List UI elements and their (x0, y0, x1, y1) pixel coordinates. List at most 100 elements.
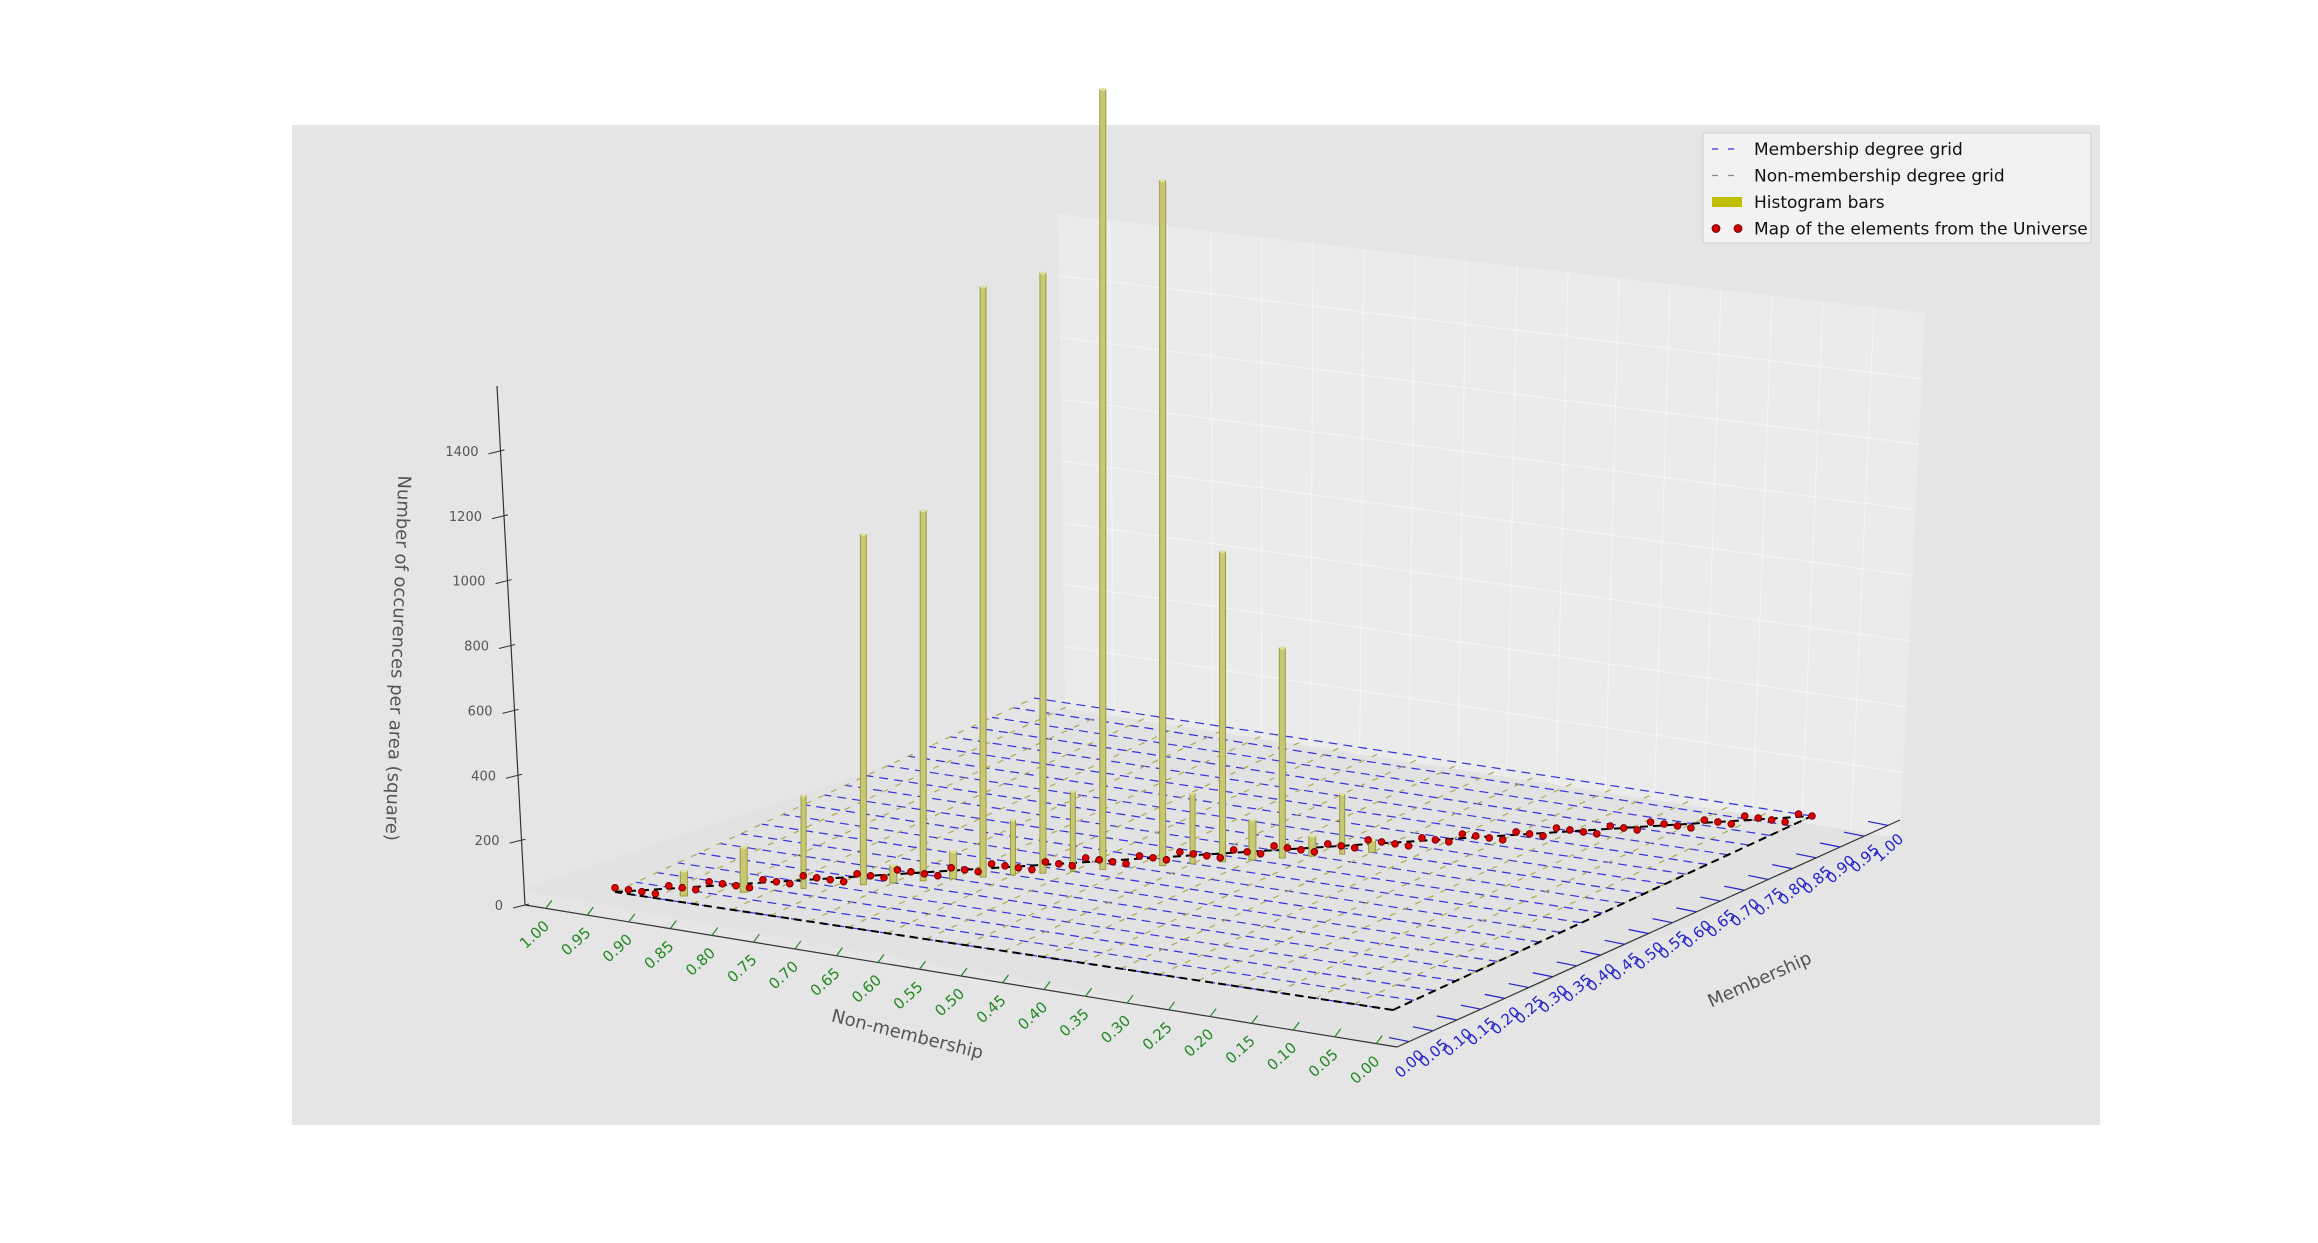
z-tick-mark (505, 773, 523, 779)
histogram-bar (1159, 179, 1167, 867)
universe-point (1808, 812, 1816, 820)
universe-point (1256, 850, 1265, 858)
universe-point (1001, 862, 1009, 870)
back-grid-line (1062, 522, 1910, 642)
z-tick-mark (488, 449, 505, 455)
z-tick-label: 200 (475, 834, 500, 849)
universe-point (1014, 863, 1023, 872)
z-tick-mark (509, 838, 526, 844)
universe-point (1337, 842, 1346, 850)
universe-point (1108, 858, 1117, 866)
universe-point (1566, 826, 1574, 834)
universe-point (624, 885, 633, 894)
legend-entry: Histogram bars (1712, 193, 1885, 213)
non-membership-tick-mark (752, 933, 760, 943)
legend: Membership degree grid Non-membership deg… (1702, 132, 2092, 244)
membership-grid-line (635, 881, 1415, 1001)
z-tick-label: 1400 (445, 445, 478, 460)
legend-swatch (1733, 224, 1743, 233)
histogram-bar (1189, 792, 1196, 865)
histogram-bar-top (860, 533, 867, 537)
universe-point (1243, 848, 1251, 856)
histogram-bar-top (889, 863, 897, 867)
histogram-bar-top (1219, 550, 1226, 554)
membership-grid-line (992, 716, 1771, 836)
histogram-bar-top (1339, 792, 1345, 796)
histogram-bar-body (739, 846, 748, 893)
universe-point (799, 872, 808, 880)
non-membership-tick-mark (1292, 1021, 1300, 1031)
histogram-bars (679, 87, 1377, 897)
universe-point (1593, 830, 1601, 838)
membership-tick-mark (1532, 972, 1553, 978)
membership-tick-mark (1484, 993, 1505, 999)
universe-point (772, 877, 781, 886)
non-membership-tick-mark (1126, 994, 1134, 1004)
universe-point (839, 877, 848, 886)
membership-grid-line (887, 765, 1666, 885)
universe-point (1176, 848, 1184, 856)
non-membership-tick-mark (1043, 981, 1051, 990)
universe-point (1458, 830, 1467, 838)
universe-points (611, 810, 1816, 898)
membership-tick-mark (1580, 950, 1601, 956)
universe-point (705, 878, 713, 886)
non-membership-tick-mark (835, 947, 843, 957)
non-membership-tick-mark (960, 967, 968, 977)
floor-triangle-edge (1392, 815, 1813, 1011)
universe-point (1324, 840, 1332, 848)
histogram-bar (919, 509, 927, 882)
universe-point (1270, 842, 1278, 850)
z-tick-label: 800 (464, 640, 489, 655)
universe-point (1498, 836, 1507, 844)
membership-tick-mark (1700, 896, 1721, 902)
universe-point (1781, 818, 1789, 826)
back-grid-line (1060, 398, 1916, 511)
legend-swatch (1712, 197, 1742, 207)
universe-point (1794, 810, 1803, 818)
histogram-bar-body (1218, 551, 1226, 863)
z-tick-mark (495, 579, 512, 585)
histogram-bar-body (859, 534, 867, 886)
universe-point (732, 881, 740, 890)
histogram-bar-top (920, 509, 927, 513)
universe-point (1068, 861, 1077, 870)
z-tick-mark (498, 644, 516, 649)
membership-tick-mark (1676, 907, 1697, 913)
histogram-bar (979, 285, 987, 878)
legend-box (1702, 132, 2092, 244)
universe-point (853, 870, 861, 878)
universe-point (1095, 856, 1103, 864)
universe-point (611, 883, 619, 892)
non-membership-tick-mark (877, 954, 885, 963)
legend-entry: Membership degree grid (1712, 140, 1963, 160)
universe-point (1767, 816, 1776, 824)
universe-point (987, 860, 996, 868)
universe-point (960, 865, 969, 874)
histogram-bar-body (1069, 790, 1076, 872)
histogram-bar-top (949, 849, 957, 853)
universe-point (759, 876, 767, 884)
z-tick-label: 1200 (449, 510, 482, 525)
non-membership-tick-mark (1002, 974, 1010, 984)
universe-point (1754, 814, 1763, 822)
universe-point (1283, 844, 1292, 852)
z-axis: 0 200 400 600 800 1000 1200 1400 (445, 385, 530, 914)
legend-label: Non-membership degree grid (1754, 167, 2005, 187)
histogram-bar-body (1278, 647, 1286, 859)
universe-point (1391, 840, 1399, 848)
universe-point (1310, 847, 1319, 856)
histogram-bar-top (1190, 792, 1196, 796)
universe-point (718, 879, 727, 888)
legend-entry: Non-membership degree grid (1712, 167, 2005, 187)
universe-point (1606, 822, 1615, 830)
histogram-bar-top (740, 845, 748, 849)
membership-tick-mark (1748, 874, 1769, 881)
legend-entry: Map of the elements from the Universe (1711, 220, 2088, 240)
non-membership-tick-mark (669, 920, 677, 930)
legend-label: Membership degree grid (1754, 140, 1963, 160)
histogram-bar-top (1248, 818, 1256, 822)
z-tick-label: 400 (471, 769, 496, 784)
universe-point (1633, 826, 1641, 834)
universe-point (920, 869, 929, 878)
